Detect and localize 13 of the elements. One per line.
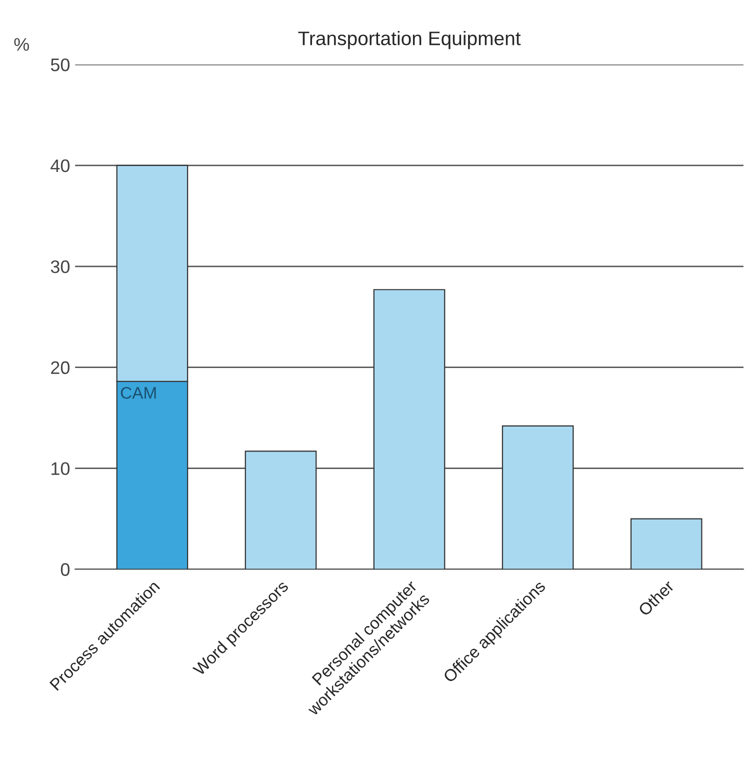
chart-title: Transportation Equipment xyxy=(298,30,521,50)
series-label: CAM xyxy=(120,386,156,399)
y-tick-label: 40 xyxy=(50,159,70,172)
y-axis-title: % xyxy=(14,38,30,51)
bar xyxy=(373,289,446,570)
y-tick-label: 30 xyxy=(50,260,70,274)
y-tick-label: 20 xyxy=(51,361,70,374)
bar xyxy=(244,450,317,570)
bar xyxy=(502,425,574,570)
y-tick-label: 0 xyxy=(60,563,70,576)
bar xyxy=(630,518,702,570)
y-tick-label: 10 xyxy=(52,462,70,476)
y-tick-label: 50 xyxy=(50,58,70,72)
